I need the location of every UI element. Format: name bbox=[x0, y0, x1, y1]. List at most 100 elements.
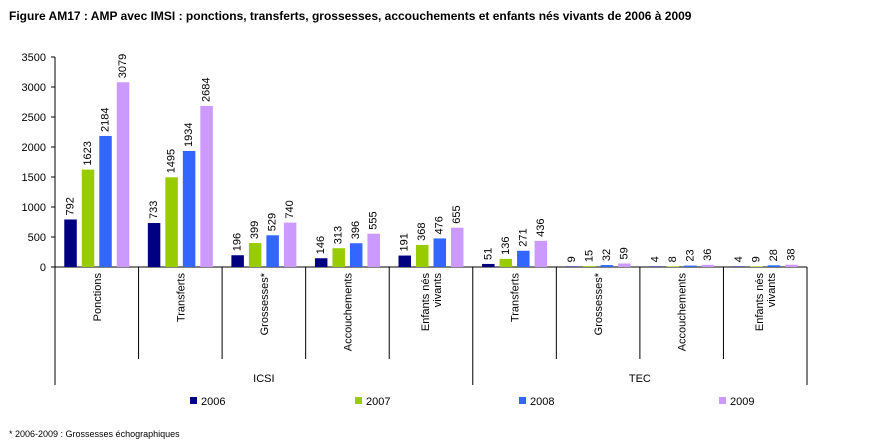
legend-label: 2009 bbox=[730, 396, 754, 408]
chart-title: Figure AM17 : AMP avec IMSI : ponctions,… bbox=[9, 9, 692, 23]
bar-2008 bbox=[600, 265, 614, 267]
bar-2006 bbox=[565, 266, 579, 267]
data-label: 399 bbox=[249, 221, 261, 239]
data-label: 59 bbox=[618, 247, 630, 259]
bar-2006 bbox=[398, 255, 411, 267]
data-label: 146 bbox=[315, 236, 327, 254]
y-tick-label: 3500 bbox=[22, 52, 46, 64]
bar-2008 bbox=[182, 150, 196, 267]
legend-label: 2008 bbox=[530, 396, 554, 408]
data-label: 1934 bbox=[183, 122, 195, 146]
data-label: 2684 bbox=[201, 77, 213, 101]
bar-2007 bbox=[81, 169, 95, 267]
data-label: 36 bbox=[702, 249, 714, 261]
data-label: 32 bbox=[601, 249, 613, 261]
data-label: 555 bbox=[368, 211, 380, 229]
bar-2006 bbox=[482, 263, 495, 267]
data-label: 2184 bbox=[100, 107, 112, 131]
data-label: 529 bbox=[267, 213, 279, 231]
y-tick-label: 0 bbox=[40, 262, 46, 274]
data-label: 271 bbox=[517, 228, 529, 246]
bar-2009 bbox=[200, 105, 213, 268]
bar-2006 bbox=[64, 219, 77, 267]
data-label: 15 bbox=[583, 250, 595, 262]
bar-2007 bbox=[583, 266, 596, 267]
data-label: 28 bbox=[768, 249, 780, 261]
bar-2006 bbox=[732, 266, 746, 267]
bar-2006 bbox=[231, 255, 244, 267]
data-label: 38 bbox=[785, 248, 797, 260]
data-label: 368 bbox=[416, 223, 428, 241]
bar-2007 bbox=[416, 244, 429, 267]
bar-2008 bbox=[684, 265, 697, 267]
y-tick-label: 1000 bbox=[22, 202, 46, 214]
data-label: 9 bbox=[566, 256, 578, 262]
group-label: TEC bbox=[629, 373, 651, 385]
bar-2007 bbox=[332, 248, 345, 267]
data-label: 476 bbox=[434, 216, 446, 234]
legend-swatch-2006 bbox=[190, 397, 197, 404]
data-label: 313 bbox=[333, 226, 345, 244]
data-label: 8 bbox=[667, 256, 679, 262]
data-label: 4 bbox=[649, 256, 661, 262]
data-label: 196 bbox=[232, 233, 244, 251]
data-label: 1623 bbox=[82, 141, 94, 165]
y-tick-label: 3000 bbox=[22, 82, 46, 94]
bar-2007 bbox=[248, 243, 262, 267]
category-label: Accouchements bbox=[677, 273, 689, 352]
data-label: 136 bbox=[500, 236, 512, 254]
data-label: 51 bbox=[482, 248, 494, 260]
data-label: 396 bbox=[350, 221, 362, 239]
bar-2009 bbox=[116, 82, 130, 267]
category-label: Accouchements bbox=[342, 273, 354, 352]
bar-2008 bbox=[266, 235, 279, 267]
data-label: 4 bbox=[733, 256, 745, 262]
data-label: 191 bbox=[399, 233, 411, 251]
category-label: Grossesses* bbox=[259, 272, 271, 335]
y-tick-label: 2000 bbox=[22, 142, 46, 154]
bar-2008 bbox=[433, 238, 446, 267]
data-label: 740 bbox=[284, 200, 296, 218]
category-label: Enfants nésvivants bbox=[754, 273, 778, 332]
y-tick-label: 2500 bbox=[22, 112, 46, 124]
bar-2008 bbox=[99, 135, 112, 267]
bar-2009 bbox=[451, 227, 464, 267]
category-label: Grossesses* bbox=[593, 272, 605, 335]
bar-2008 bbox=[517, 250, 530, 267]
category-label: Transferts bbox=[510, 273, 522, 323]
data-label: 436 bbox=[535, 218, 547, 236]
category-label: Transferts bbox=[175, 273, 187, 323]
bar-2009 bbox=[534, 240, 548, 267]
data-label: 3079 bbox=[117, 54, 129, 78]
data-label: 792 bbox=[65, 197, 77, 215]
group-label: ICSI bbox=[253, 373, 274, 385]
data-label: 23 bbox=[684, 249, 696, 261]
bar-2007 bbox=[499, 258, 513, 267]
bar-2008 bbox=[767, 265, 781, 267]
bar-2009 bbox=[618, 263, 631, 267]
legend-label: 2006 bbox=[201, 396, 225, 408]
category-label: Enfants nésvivants bbox=[420, 273, 444, 332]
bar-2009 bbox=[283, 222, 297, 267]
data-label: 1495 bbox=[166, 149, 178, 173]
data-label: 655 bbox=[451, 205, 463, 223]
data-label: 733 bbox=[148, 201, 160, 219]
legend-swatch-2009 bbox=[719, 397, 726, 404]
legend-swatch-2007 bbox=[355, 397, 362, 404]
bar-2007 bbox=[165, 177, 178, 267]
bar-2006 bbox=[649, 266, 662, 267]
bar-2009 bbox=[367, 233, 380, 267]
bar-2008 bbox=[349, 243, 363, 267]
bar-2009 bbox=[785, 264, 798, 267]
data-label: 9 bbox=[750, 256, 762, 262]
bar-2009 bbox=[701, 264, 715, 267]
y-tick-label: 500 bbox=[28, 232, 46, 244]
bar-2007 bbox=[666, 266, 680, 267]
category-label: Ponctions bbox=[92, 273, 104, 322]
legend-label: 2007 bbox=[366, 396, 390, 408]
legend-swatch-2008 bbox=[519, 397, 526, 404]
y-tick-label: 1500 bbox=[22, 172, 46, 184]
bar-2006 bbox=[314, 258, 328, 267]
bar-2006 bbox=[147, 223, 161, 267]
